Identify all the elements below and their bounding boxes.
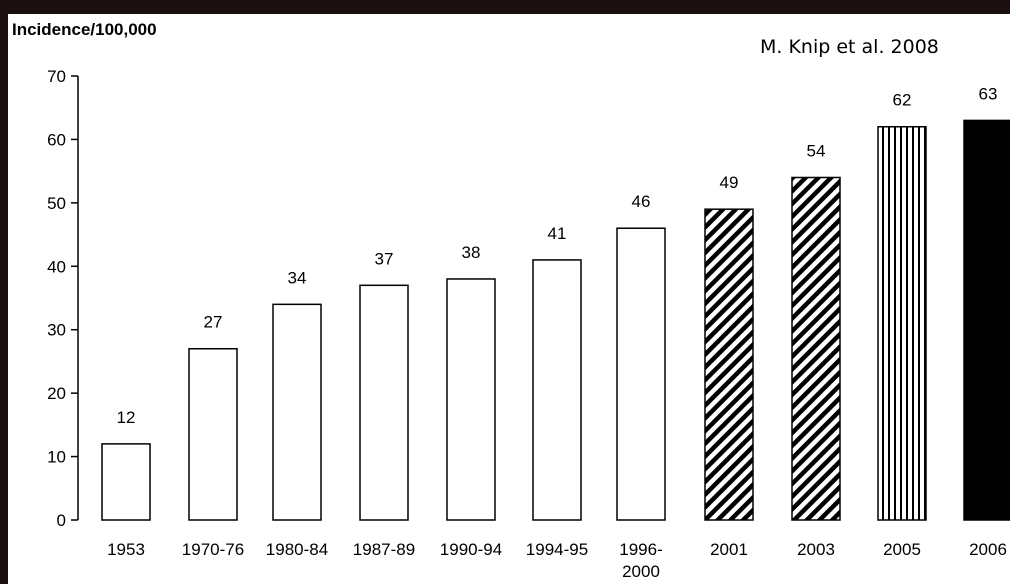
left-frame-edge xyxy=(0,0,8,584)
y-tick-label: 20 xyxy=(47,384,66,403)
x-category-label: 2003 xyxy=(797,540,835,559)
y-tick-label: 70 xyxy=(47,67,66,86)
y-tick-label: 50 xyxy=(47,194,66,213)
bar-value-label: 12 xyxy=(117,408,136,427)
bar xyxy=(101,443,151,521)
x-category-label: 1987-89 xyxy=(353,540,415,559)
bar-value-label: 54 xyxy=(807,141,826,160)
bar-value-label: 41 xyxy=(548,224,567,243)
bar xyxy=(359,284,409,521)
bars-group: 12 1953 27 1970-76 34 1980-84 37 1987-89 38 1990-… xyxy=(101,84,1010,581)
x-category-label: 2006 xyxy=(969,540,1007,559)
bar xyxy=(963,119,1010,521)
bar xyxy=(791,176,841,521)
bar-value-label: 38 xyxy=(462,243,481,262)
x-category-label: 2005 xyxy=(883,540,921,559)
bar-value-label: 46 xyxy=(632,192,651,211)
bar-value-label: 49 xyxy=(720,173,739,192)
y-tick-label: 40 xyxy=(47,257,66,276)
x-category-label: 1953 xyxy=(107,540,145,559)
bar-value-label: 34 xyxy=(288,268,307,287)
y-tick-label: 0 xyxy=(57,511,66,530)
bar-value-label: 63 xyxy=(979,84,998,103)
x-category-label: 2000 xyxy=(622,562,660,581)
bar xyxy=(272,303,322,521)
y-axis: 0 10 20 30 40 50 60 70 xyxy=(47,67,79,530)
x-category-label: 1980-84 xyxy=(266,540,328,559)
x-category-label: 1994-95 xyxy=(526,540,588,559)
bar xyxy=(616,227,666,521)
top-frame-edge xyxy=(0,0,1010,14)
bar xyxy=(188,347,238,521)
bar-value-label: 27 xyxy=(204,313,223,332)
bar xyxy=(532,259,582,521)
x-category-label: 1990-94 xyxy=(440,540,502,559)
chart-panel xyxy=(8,14,1010,584)
y-axis-label: Incidence/100,000 xyxy=(12,20,157,39)
y-tick-label: 10 xyxy=(47,448,66,467)
citation-text: M. Knip et al. 2008 xyxy=(760,36,939,58)
bar-value-label: 37 xyxy=(375,249,394,268)
x-category-label: 1970-76 xyxy=(182,540,244,559)
bar xyxy=(446,278,496,521)
x-category-label: 1996- xyxy=(619,540,662,559)
y-tick-label: 60 xyxy=(47,130,66,149)
y-tick-label: 30 xyxy=(47,321,66,340)
x-category-label: 2001 xyxy=(710,540,748,559)
bar xyxy=(877,125,927,521)
bar-value-label: 62 xyxy=(893,91,912,110)
bar xyxy=(704,208,754,521)
